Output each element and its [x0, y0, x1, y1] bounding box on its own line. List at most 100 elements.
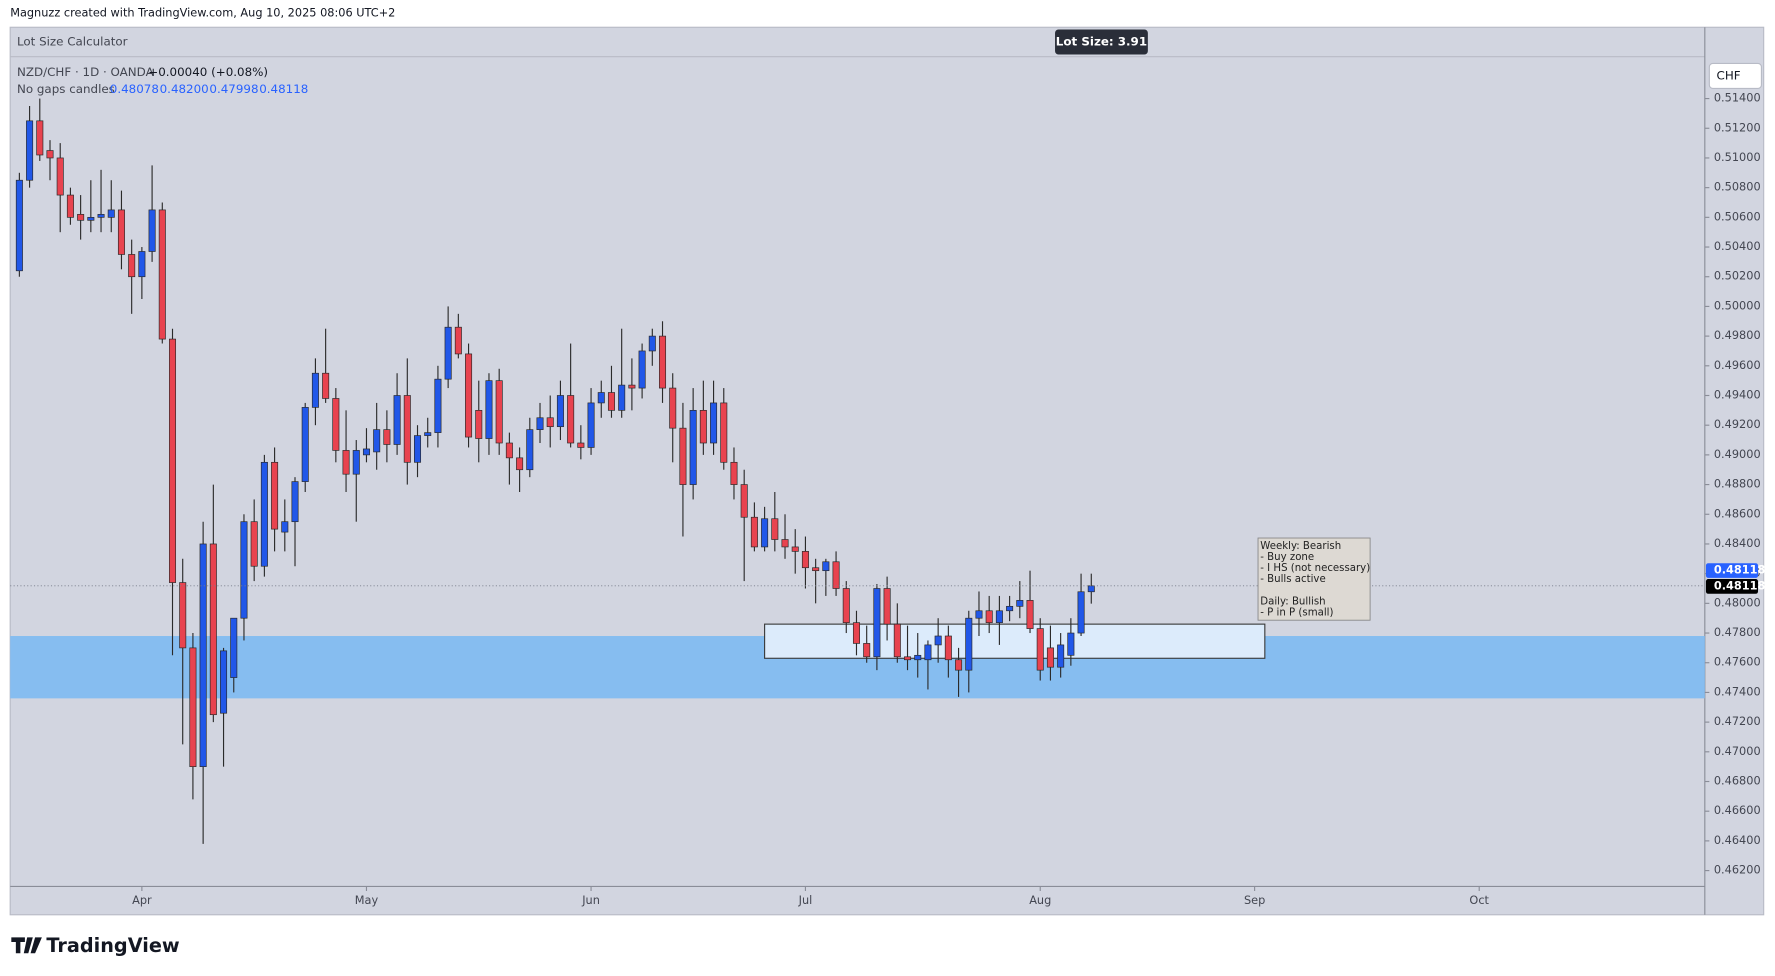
candle-body — [556, 395, 564, 428]
candle — [740, 469, 748, 582]
currency: CHF — [1717, 68, 1741, 82]
candle — [281, 499, 289, 552]
candle-body — [934, 635, 942, 646]
candle-body — [138, 251, 146, 278]
candle-body — [536, 417, 544, 430]
candle — [301, 402, 309, 492]
y-tick-label: 0.50000 — [1714, 298, 1761, 312]
candle-body — [689, 410, 697, 485]
candle — [342, 410, 350, 492]
candle-body — [199, 543, 207, 767]
y-tick-label: 0.51200 — [1714, 120, 1761, 134]
candle-body — [56, 157, 64, 196]
change: +0.00040 (+0.08%) — [148, 65, 268, 79]
candle — [97, 169, 105, 233]
x-tick-label: May — [355, 893, 379, 907]
candle — [995, 595, 1003, 645]
candle — [914, 633, 922, 678]
candle-body — [618, 384, 626, 411]
currency-button[interactable] — [1708, 62, 1762, 89]
candle — [924, 640, 932, 690]
candle — [812, 558, 820, 604]
y-tick-label: 0.49400 — [1714, 387, 1761, 401]
candle — [322, 328, 330, 403]
lot-size: Lot Size: 3.91 — [1056, 34, 1147, 48]
candle — [526, 417, 534, 478]
candle — [26, 105, 34, 188]
candle — [567, 343, 575, 448]
candle — [1006, 595, 1014, 622]
candle-body — [546, 417, 554, 428]
candle-body — [801, 551, 809, 569]
credit: Magnuzz created with TradingView.com, Au… — [10, 6, 395, 20]
note-line: Daily: Bullish — [1260, 596, 1325, 607]
candle-body — [260, 461, 268, 567]
candle-body — [1036, 628, 1044, 671]
lot-size-badge — [1055, 29, 1148, 55]
candle-body — [699, 410, 707, 444]
candle-body — [924, 644, 932, 661]
y-tick-label: 0.49200 — [1714, 417, 1761, 431]
candle-body — [87, 217, 95, 221]
candle-body — [669, 387, 677, 429]
candle — [1087, 573, 1095, 604]
candle-body — [842, 588, 850, 623]
close-price-label: 0.48118 — [1714, 578, 1766, 592]
candle — [505, 432, 513, 485]
y-tick-label: 0.48800 — [1714, 477, 1761, 491]
candle — [699, 380, 707, 455]
candle-body — [107, 209, 115, 218]
candle — [250, 499, 258, 582]
candle — [485, 373, 493, 455]
candle — [730, 447, 738, 500]
note-line: - Bulls active — [1260, 574, 1325, 585]
candle-body — [311, 372, 319, 408]
candle-body — [465, 353, 473, 438]
logo: TradingView — [11, 934, 180, 957]
candle-body — [587, 402, 595, 448]
note-line: - P in P (small) — [1260, 608, 1333, 619]
last-price-label: 0.48118 — [1714, 563, 1766, 577]
candle — [148, 165, 156, 262]
candle — [240, 514, 248, 641]
y-tick-label: 0.47000 — [1714, 744, 1761, 758]
y-tick-label: 0.49000 — [1714, 447, 1761, 461]
candle — [352, 440, 360, 522]
candle-body — [301, 407, 309, 482]
candle-body — [628, 384, 636, 389]
last-price-badge — [1705, 563, 1759, 578]
y-tick-label: 0.50400 — [1714, 239, 1761, 253]
candle — [393, 373, 401, 455]
candle — [1046, 625, 1054, 681]
candle-body — [1016, 600, 1024, 607]
candle-body — [863, 643, 871, 658]
candle — [77, 195, 85, 240]
y-tick-label: 0.46600 — [1714, 803, 1761, 817]
candle — [791, 529, 799, 574]
candle — [536, 402, 544, 444]
candle — [495, 368, 503, 455]
candle-body — [659, 335, 667, 389]
candle — [607, 365, 615, 418]
candle-body — [1057, 644, 1065, 668]
candle — [577, 425, 585, 460]
candle-body — [383, 429, 391, 445]
y-tick-label: 0.47400 — [1714, 684, 1761, 698]
candle-body — [781, 539, 789, 548]
candle-body — [179, 582, 187, 649]
y-tick-label: 0.50600 — [1714, 209, 1761, 223]
candle — [454, 313, 462, 359]
x-tick-label: Apr — [132, 893, 152, 907]
candle — [628, 358, 636, 411]
candle-body — [577, 442, 585, 448]
note-line: - Buy zone — [1260, 552, 1314, 563]
candle — [516, 447, 524, 492]
candle — [209, 484, 217, 723]
legend-high: 0.48200 — [160, 82, 209, 96]
candle-body — [485, 380, 493, 439]
candle — [771, 491, 779, 552]
candle-body — [679, 427, 687, 485]
y-tick-label: 0.51400 — [1714, 91, 1761, 105]
candle-body — [516, 457, 524, 471]
candle — [1036, 618, 1044, 681]
